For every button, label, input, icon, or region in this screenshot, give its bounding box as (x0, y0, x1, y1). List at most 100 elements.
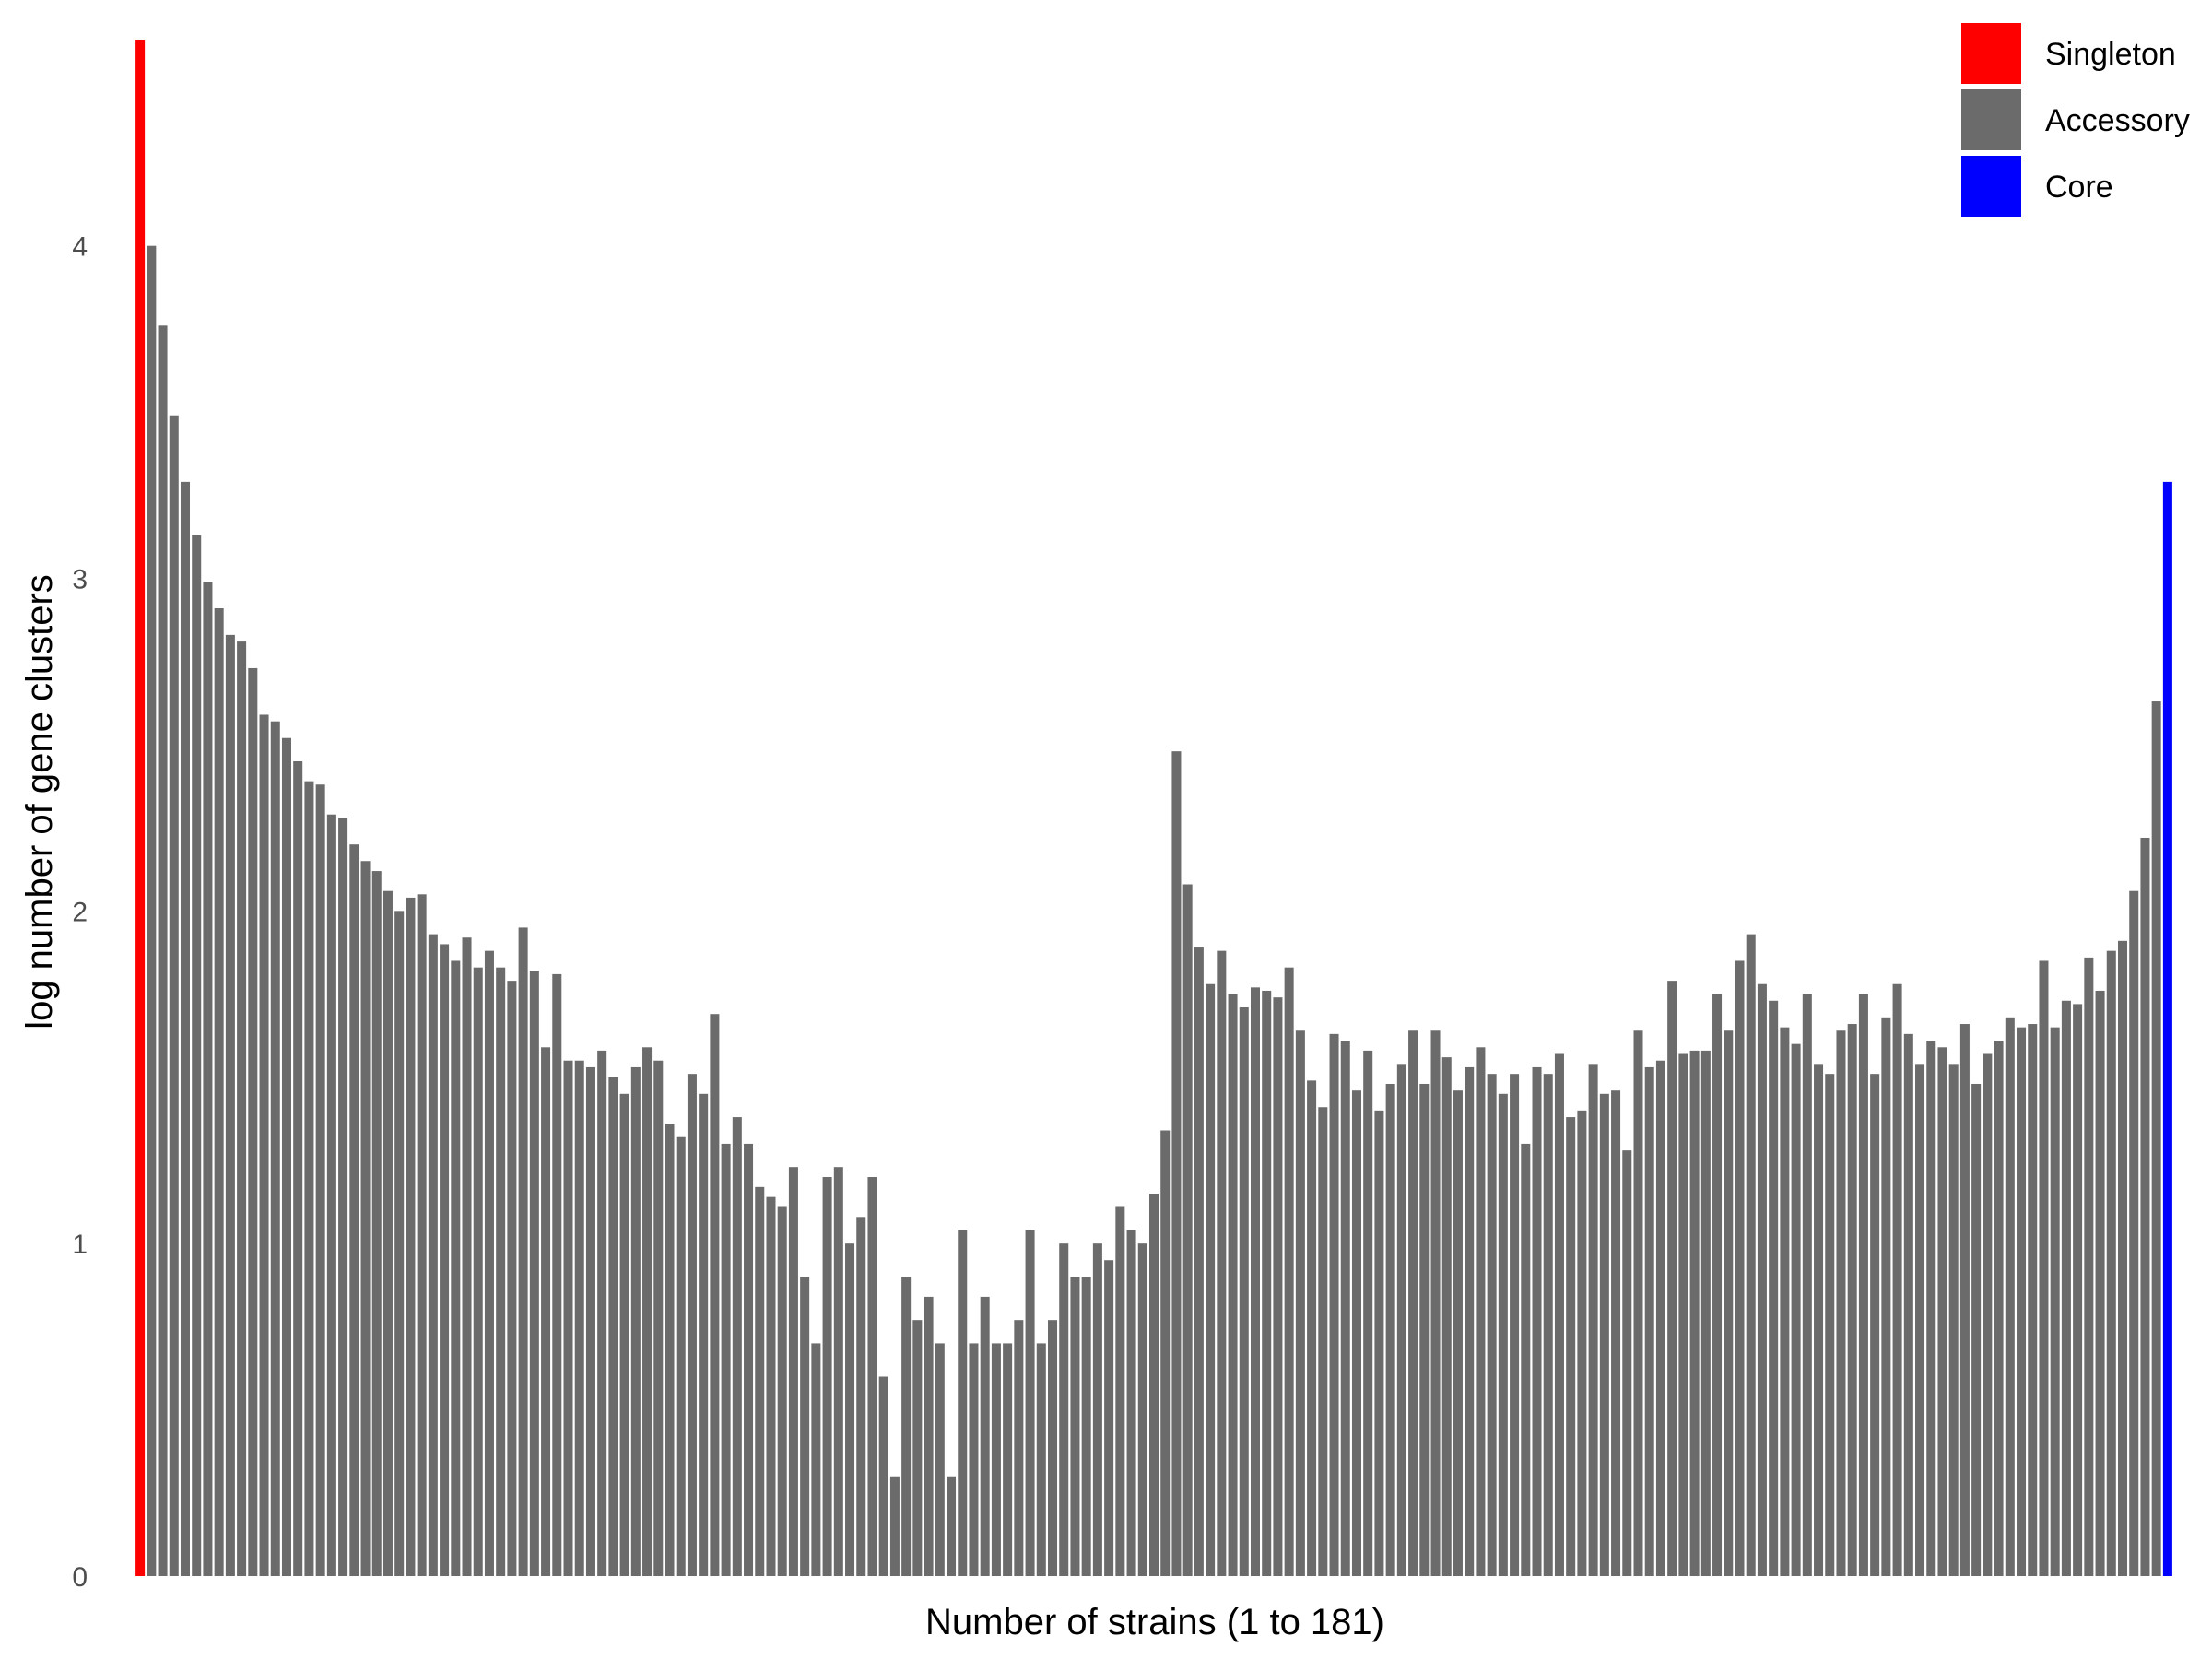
bar-accessory-58 (777, 1206, 787, 1576)
bar-accessory-162 (1948, 1064, 1959, 1576)
bar-accessory-72 (935, 1343, 945, 1576)
bar-accessory-79 (1014, 1320, 1024, 1576)
bar-accessory-31 (473, 967, 483, 1576)
bar-accessory-4 (169, 415, 179, 1577)
bar-accessory-120 (1476, 1047, 1486, 1576)
bar-accessory-91 (1148, 1194, 1159, 1576)
bar-accessory-47 (653, 1060, 664, 1576)
bar-accessory-77 (991, 1343, 1001, 1576)
bar-accessory-172 (2061, 1000, 2071, 1576)
bar-accessory-7 (203, 582, 213, 1576)
bar-accessory-161 (1937, 1047, 1947, 1576)
bar-accessory-94 (1182, 884, 1193, 1576)
bar-accessory-95 (1194, 947, 1204, 1576)
bar-accessory-83 (1059, 1243, 1069, 1576)
bar-accessory-155 (1870, 1074, 1880, 1576)
bar-accessory-55 (744, 1143, 754, 1576)
bar-accessory-149 (1802, 994, 1812, 1576)
bar-accessory-6 (192, 535, 202, 1576)
bar-accessory-64 (845, 1243, 855, 1576)
bar-accessory-134 (1633, 1030, 1643, 1576)
y-tick-label-0: 0 (72, 1562, 88, 1593)
bar-accessory-165 (1983, 1053, 1993, 1576)
bar-accessory-122 (1498, 1093, 1508, 1576)
bar-accessory-119 (1465, 1066, 1475, 1576)
bar-accessory-18 (326, 814, 336, 1576)
bar-accessory-52 (710, 1014, 720, 1576)
bar-accessory-103 (1284, 967, 1294, 1576)
bar-accessory-38 (552, 973, 562, 1576)
bar-accessory-10 (237, 641, 247, 1576)
bar-accessory-24 (394, 911, 405, 1576)
bar-accessory-19 (338, 818, 348, 1576)
bar-accessory-147 (1780, 1027, 1790, 1576)
bar-accessory-34 (507, 981, 517, 1576)
legend-label-singleton: Singleton (2045, 37, 2176, 72)
bar-accessory-16 (304, 781, 314, 1576)
bar-accessory-92 (1160, 1130, 1171, 1576)
bar-accessory-136 (1655, 1060, 1665, 1576)
bar-accessory-126 (1543, 1074, 1553, 1576)
bar-accessory-82 (1048, 1320, 1058, 1576)
bar-singleton-1 (135, 40, 146, 1576)
legend-label-core: Core (2045, 170, 2113, 205)
bar-accessory-107 (1329, 1033, 1339, 1576)
bar-accessory-29 (451, 960, 461, 1576)
bar-accessory-99 (1239, 1006, 1249, 1576)
bar-accessory-112 (1385, 1083, 1395, 1576)
bar-accessory-48 (665, 1124, 675, 1576)
bar-accessory-60 (800, 1277, 810, 1576)
bar-accessory-118 (1453, 1090, 1463, 1576)
bar-accessory-133 (1622, 1150, 1632, 1576)
bar-accessory-54 (732, 1117, 742, 1576)
bar-accessory-157 (1892, 983, 1902, 1576)
bar-accessory-163 (1959, 1024, 1970, 1576)
bar-accessory-8 (214, 608, 224, 1576)
bar-accessory-106 (1318, 1107, 1328, 1576)
bar-accessory-178 (2129, 890, 2139, 1576)
bar-accessory-40 (574, 1060, 584, 1576)
legend-key-accessory (1961, 89, 2021, 150)
y-tick-label-3: 3 (72, 565, 88, 595)
bar-accessory-62 (822, 1177, 832, 1576)
bar-accessory-17 (315, 784, 325, 1576)
bar-accessory-50 (687, 1074, 697, 1576)
bar-accessory-114 (1408, 1030, 1418, 1576)
bar-accessory-173 (2073, 1004, 2083, 1576)
bar-accessory-90 (1137, 1243, 1147, 1576)
bar-accessory-66 (867, 1177, 877, 1576)
bar-accessory-69 (901, 1277, 912, 1576)
bar-accessory-116 (1430, 1030, 1441, 1576)
bar-accessory-73 (947, 1476, 957, 1576)
bar-accessory-135 (1644, 1066, 1654, 1576)
bar-accessory-81 (1036, 1343, 1046, 1576)
bar-accessory-166 (1994, 1041, 2004, 1576)
bar-accessory-168 (2017, 1027, 2027, 1576)
bar-accessory-117 (1441, 1057, 1452, 1576)
bar-accessory-22 (371, 871, 382, 1576)
bar-accessory-14 (281, 737, 291, 1576)
bar-accessory-61 (811, 1343, 821, 1576)
bar-accessory-46 (642, 1047, 653, 1576)
bar-accessory-53 (721, 1143, 731, 1576)
bar-accessory-26 (417, 894, 427, 1576)
bar-accessory-160 (1926, 1041, 1936, 1576)
bar-accessory-159 (1915, 1064, 1925, 1576)
bar-accessory-109 (1351, 1090, 1361, 1576)
bar-accessory-2 (147, 245, 157, 1577)
bar-accessory-127 (1554, 1053, 1564, 1576)
bar-accessory-167 (2005, 1017, 2015, 1576)
bar-accessory-153 (1847, 1024, 1857, 1576)
bar-accessory-144 (1746, 934, 1756, 1576)
bar-accessory-151 (1825, 1074, 1835, 1576)
bar-accessory-28 (440, 944, 450, 1576)
bar-accessory-84 (1070, 1277, 1080, 1576)
bar-accessory-150 (1814, 1064, 1824, 1576)
bar-accessory-174 (2084, 957, 2094, 1576)
bar-accessory-164 (1971, 1083, 1982, 1576)
y-axis-ticks: 0 1 2 3 4 (72, 232, 88, 1593)
bar-accessory-89 (1126, 1230, 1136, 1576)
legend-key-core (1961, 156, 2021, 217)
bar-accessory-39 (563, 1060, 573, 1576)
bar-accessory-179 (2140, 837, 2150, 1576)
